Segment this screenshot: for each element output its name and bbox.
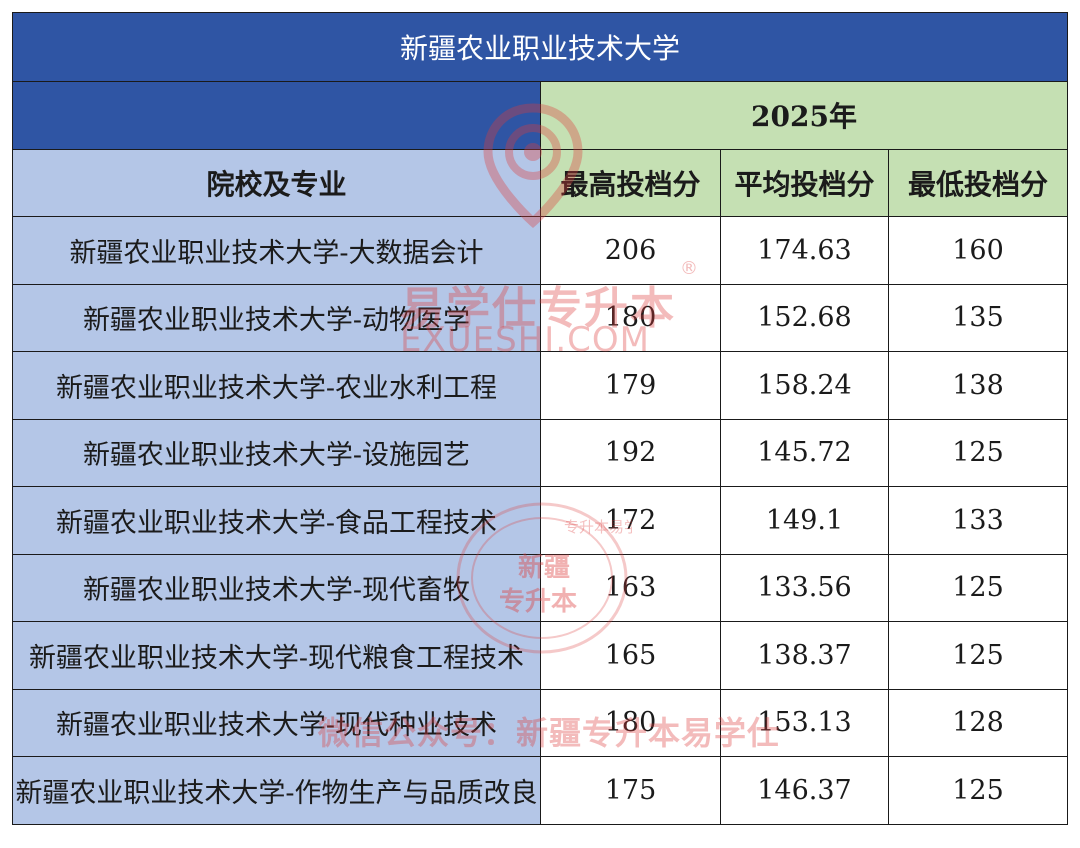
table-row: 新疆农业职业技术大学-设施园艺 192 145.72 125: [12, 418, 1069, 487]
title-row: 新疆农业职业技术大学: [11, 12, 1069, 82]
min-score-cell: 125: [887, 621, 1069, 690]
table-row: 新疆农业职业技术大学-动物医学 180 152.68 135: [12, 283, 1069, 352]
major-name-cell: 新疆农业职业技术大学-现代畜牧: [12, 553, 541, 622]
avg-score-cell: 146.37: [720, 756, 889, 825]
blank-header-cell: [12, 81, 541, 150]
avg-score-cell: 158.24: [720, 351, 889, 420]
min-score-cell: 138: [887, 351, 1069, 420]
year-row: 2025年: [12, 81, 1069, 150]
major-name-cell: 新疆农业职业技术大学-现代种业技术: [12, 688, 541, 757]
min-score-cell: 125: [887, 418, 1069, 487]
score-table-container: 新疆农业职业技术大学 2025年 院校及专业 最高投档分 平均投档分 最低投档分…: [11, 12, 1069, 825]
max-score-cell: 180: [540, 283, 721, 352]
major-name-cell: 新疆农业职业技术大学-农业水利工程: [12, 351, 541, 420]
table-row: 新疆农业职业技术大学-现代畜牧 163 133.56 125: [12, 553, 1069, 622]
table-row: 新疆农业职业技术大学-农业水利工程 179 158.24 138: [12, 351, 1069, 420]
table-row: 新疆农业职业技术大学-现代种业技术 180 153.13 128: [12, 688, 1069, 757]
avg-score-cell: 138.37: [720, 621, 889, 690]
table-row: 新疆农业职业技术大学-大数据会计 206 174.63 160: [12, 216, 1069, 285]
avg-score-cell: 145.72: [720, 418, 889, 487]
avg-score-cell: 149.1: [720, 486, 889, 555]
avg-score-cell: 153.13: [720, 688, 889, 757]
min-score-cell: 125: [887, 756, 1069, 825]
max-score-cell: 165: [540, 621, 721, 690]
major-name-cell: 新疆农业职业技术大学-设施园艺: [12, 418, 541, 487]
min-score-cell: 128: [887, 688, 1069, 757]
max-score-cell: 206: [540, 216, 721, 285]
major-name-cell: 新疆农业职业技术大学-大数据会计: [12, 216, 541, 285]
max-score-cell: 179: [540, 351, 721, 420]
min-score-cell: 125: [887, 553, 1069, 622]
min-score-cell: 133: [887, 486, 1069, 555]
max-score-cell: 172: [540, 486, 721, 555]
max-score-cell: 192: [540, 418, 721, 487]
major-name-cell: 新疆农业职业技术大学-食品工程技术: [12, 486, 541, 555]
max-score-cell: 180: [540, 688, 721, 757]
max-score-cell: 163: [540, 553, 721, 622]
avg-score-cell: 174.63: [720, 216, 889, 285]
major-name-cell: 新疆农业职业技术大学-现代粮食工程技术: [12, 621, 541, 690]
avg-score-cell: 133.56: [720, 553, 889, 622]
major-column-header: 院校及专业: [12, 148, 541, 217]
table-row: 新疆农业职业技术大学-作物生产与品质改良 175 146.37 125: [12, 756, 1069, 825]
min-score-header: 最低投档分: [887, 148, 1069, 217]
max-score-cell: 175: [540, 756, 721, 825]
year-header: 2025年: [539, 81, 1069, 150]
min-score-cell: 135: [887, 283, 1069, 352]
max-score-header: 最高投档分: [540, 148, 721, 217]
score-table: 新疆农业职业技术大学 2025年 院校及专业 最高投档分 平均投档分 最低投档分…: [11, 12, 1069, 825]
avg-score-header: 平均投档分: [720, 148, 889, 217]
table-title: 新疆农业职业技术大学: [11, 12, 1069, 82]
table-row: 新疆农业职业技术大学-现代粮食工程技术 165 138.37 125: [12, 621, 1069, 690]
major-name-cell: 新疆农业职业技术大学-动物医学: [12, 283, 541, 352]
min-score-cell: 160: [887, 216, 1069, 285]
avg-score-cell: 152.68: [720, 283, 889, 352]
major-name-cell: 新疆农业职业技术大学-作物生产与品质改良: [12, 756, 541, 825]
column-header-row: 院校及专业 最高投档分 平均投档分 最低投档分: [12, 148, 1069, 217]
table-row: 新疆农业职业技术大学-食品工程技术 172 149.1 133: [12, 486, 1069, 555]
